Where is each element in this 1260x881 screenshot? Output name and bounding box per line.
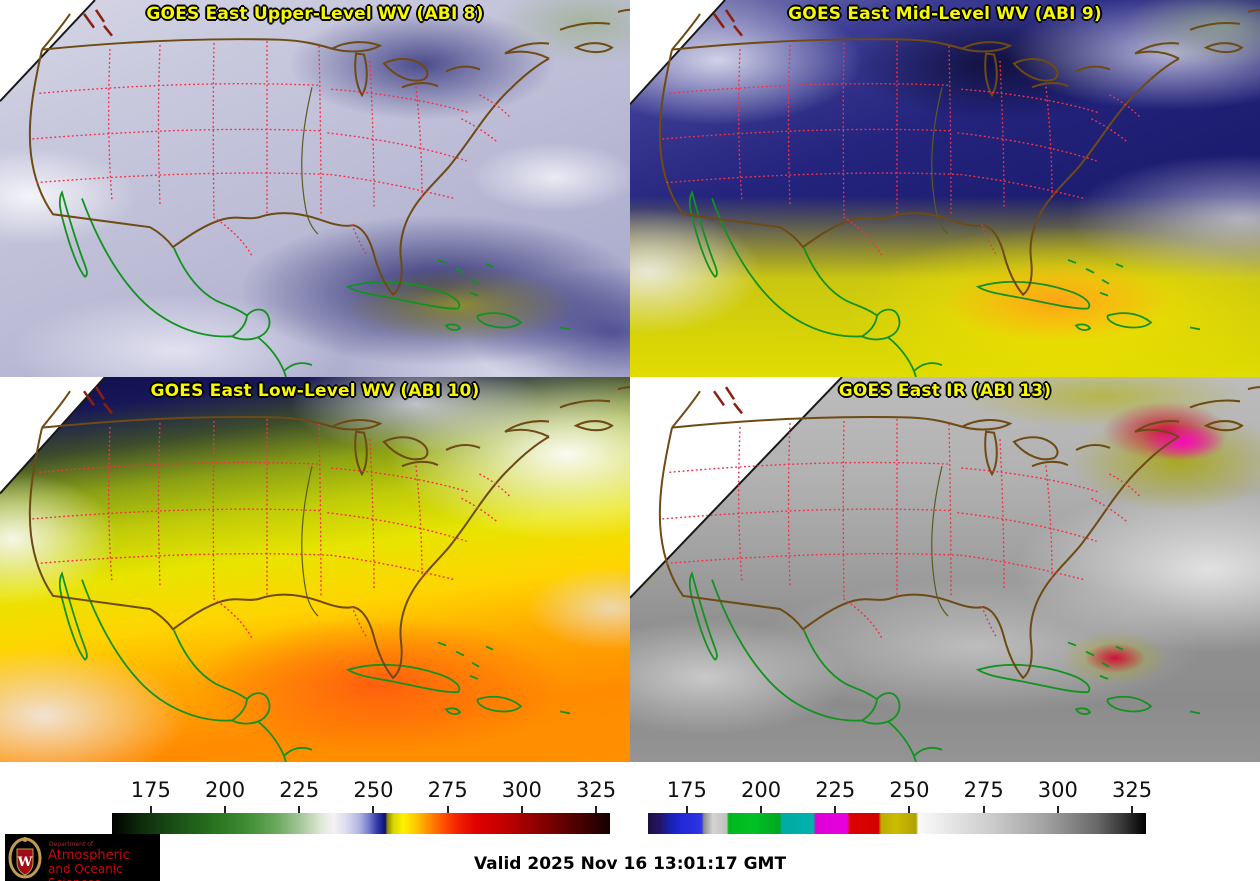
- panel-title-abi8: GOES East Upper-Level WV (ABI 8): [146, 4, 484, 24]
- wv-colorbar-tick-mark: [149, 806, 152, 813]
- ir-colorbar-tick-mark: [685, 806, 688, 813]
- wv-colorbar-tick-mark: [372, 806, 375, 813]
- uw-crest-icon: W: [8, 837, 42, 879]
- international-coastlines: [688, 571, 1201, 762]
- logo-dept-text: Department of: [49, 841, 93, 848]
- ir-colorbar-tick-label: 300: [1037, 778, 1078, 802]
- ir-colorbar-tick-mark: [760, 806, 763, 813]
- international-coastlines: [688, 190, 1201, 377]
- map-overlay-abi9: [630, 0, 1260, 377]
- state-borders: [662, 418, 1141, 640]
- mississippi-river: [931, 466, 949, 617]
- ir-colorbar-gradient: [648, 813, 1146, 834]
- wv-colorbar: 175 200 225 250 275 300 325: [112, 762, 616, 838]
- panel-upper-level-wv: GOES East Upper-Level WV (ABI 8): [0, 0, 630, 377]
- ir-colorbar-tick-mark: [908, 806, 911, 813]
- earth-limb: [0, 0, 96, 102]
- panel-grid: GOES East Upper-Level WV (ABI 8): [0, 0, 1260, 762]
- wv-colorbar-tick-label: 225: [279, 778, 320, 802]
- ir-colorbar-tick-label: 325: [1112, 778, 1153, 802]
- state-borders: [32, 40, 511, 257]
- ir-colorbar-tick-label: 225: [815, 778, 856, 802]
- ir-colorbar: 175 200 225 250 275 300 325: [648, 762, 1152, 838]
- panel-low-level-wv: GOES East Low-Level WV (ABI 10): [0, 377, 630, 762]
- ir-colorbar-tick-label: 175: [666, 778, 707, 802]
- us-coastline: [658, 386, 1260, 680]
- wv-colorbar-tick-mark: [446, 806, 449, 813]
- footer: 175 200 225 250 275 300 325 175 200 225 …: [0, 762, 1260, 881]
- us-coastline: [28, 8, 630, 297]
- ir-colorbar-tick-mark: [1056, 806, 1059, 813]
- valid-timestamp: Valid 2025 Nov 16 13:01:17 GMT: [473, 854, 787, 874]
- panel-title-abi10: GOES East Low-Level WV (ABI 10): [150, 381, 480, 401]
- vancouver-island-coast: [712, 9, 743, 37]
- panel-title-abi13: GOES East IR (ABI 13): [838, 381, 1052, 401]
- ir-colorbar-tick-mark: [1131, 806, 1134, 813]
- state-borders: [32, 418, 511, 640]
- ir-colorbar-tick-label: 275: [963, 778, 1004, 802]
- ir-colorbar-tick-label: 250: [889, 778, 930, 802]
- vancouver-island-coast: [82, 386, 113, 415]
- ir-colorbar-tick-mark: [982, 806, 985, 813]
- international-coastlines: [58, 571, 571, 762]
- aos-logo: W Department of Atmospheric and Oceanic …: [5, 834, 160, 881]
- wv-colorbar-tick-label: 250: [353, 778, 394, 802]
- panel-mid-level-wv: GOES East Mid-Level WV (ABI 9): [630, 0, 1260, 377]
- wv-colorbar-tick-mark: [595, 806, 598, 813]
- earth-limb: [630, 0, 726, 105]
- wv-colorbar-tick-label: 275: [427, 778, 468, 802]
- map-overlay-abi13: [630, 377, 1260, 762]
- panel-title-abi9: GOES East Mid-Level WV (ABI 9): [788, 4, 1102, 24]
- ir-colorbar-tick-label: 200: [740, 778, 782, 802]
- wv-colorbar-tick-label: 325: [576, 778, 617, 802]
- wv-colorbar-tick-mark: [224, 806, 227, 813]
- map-overlay-abi8: [0, 0, 630, 377]
- vancouver-island-coast: [82, 9, 113, 37]
- map-overlay-abi10: [0, 377, 630, 762]
- state-borders: [662, 40, 1141, 257]
- wv-colorbar-tick-mark: [520, 806, 523, 813]
- us-coastline: [28, 386, 630, 680]
- satellite-image-abi10: [0, 377, 630, 762]
- ir-colorbar-tick-mark: [834, 806, 837, 813]
- vancouver-island-coast: [712, 386, 743, 415]
- mississippi-river: [301, 466, 319, 617]
- logo-line2-text: and Oceanic Sciences: [48, 862, 123, 881]
- satellite-image-abi9: [630, 0, 1260, 377]
- wv-colorbar-tick-mark: [298, 806, 301, 813]
- wv-colorbar-gradient: [112, 813, 610, 834]
- wv-colorbar-tick-label: 300: [501, 778, 542, 802]
- mississippi-river: [301, 87, 319, 235]
- satellite-image-abi8: [0, 0, 630, 377]
- wv-colorbar-tick-label: 175: [130, 778, 171, 802]
- wv-colorbar-tick-label: 200: [204, 778, 246, 802]
- us-coastline: [658, 8, 1260, 297]
- logo-line1-text: Atmospheric: [48, 848, 130, 863]
- svg-text:W: W: [17, 855, 33, 870]
- mississippi-river: [931, 87, 949, 235]
- international-coastlines: [58, 190, 571, 377]
- panel-ir: GOES East IR (ABI 13): [630, 377, 1260, 762]
